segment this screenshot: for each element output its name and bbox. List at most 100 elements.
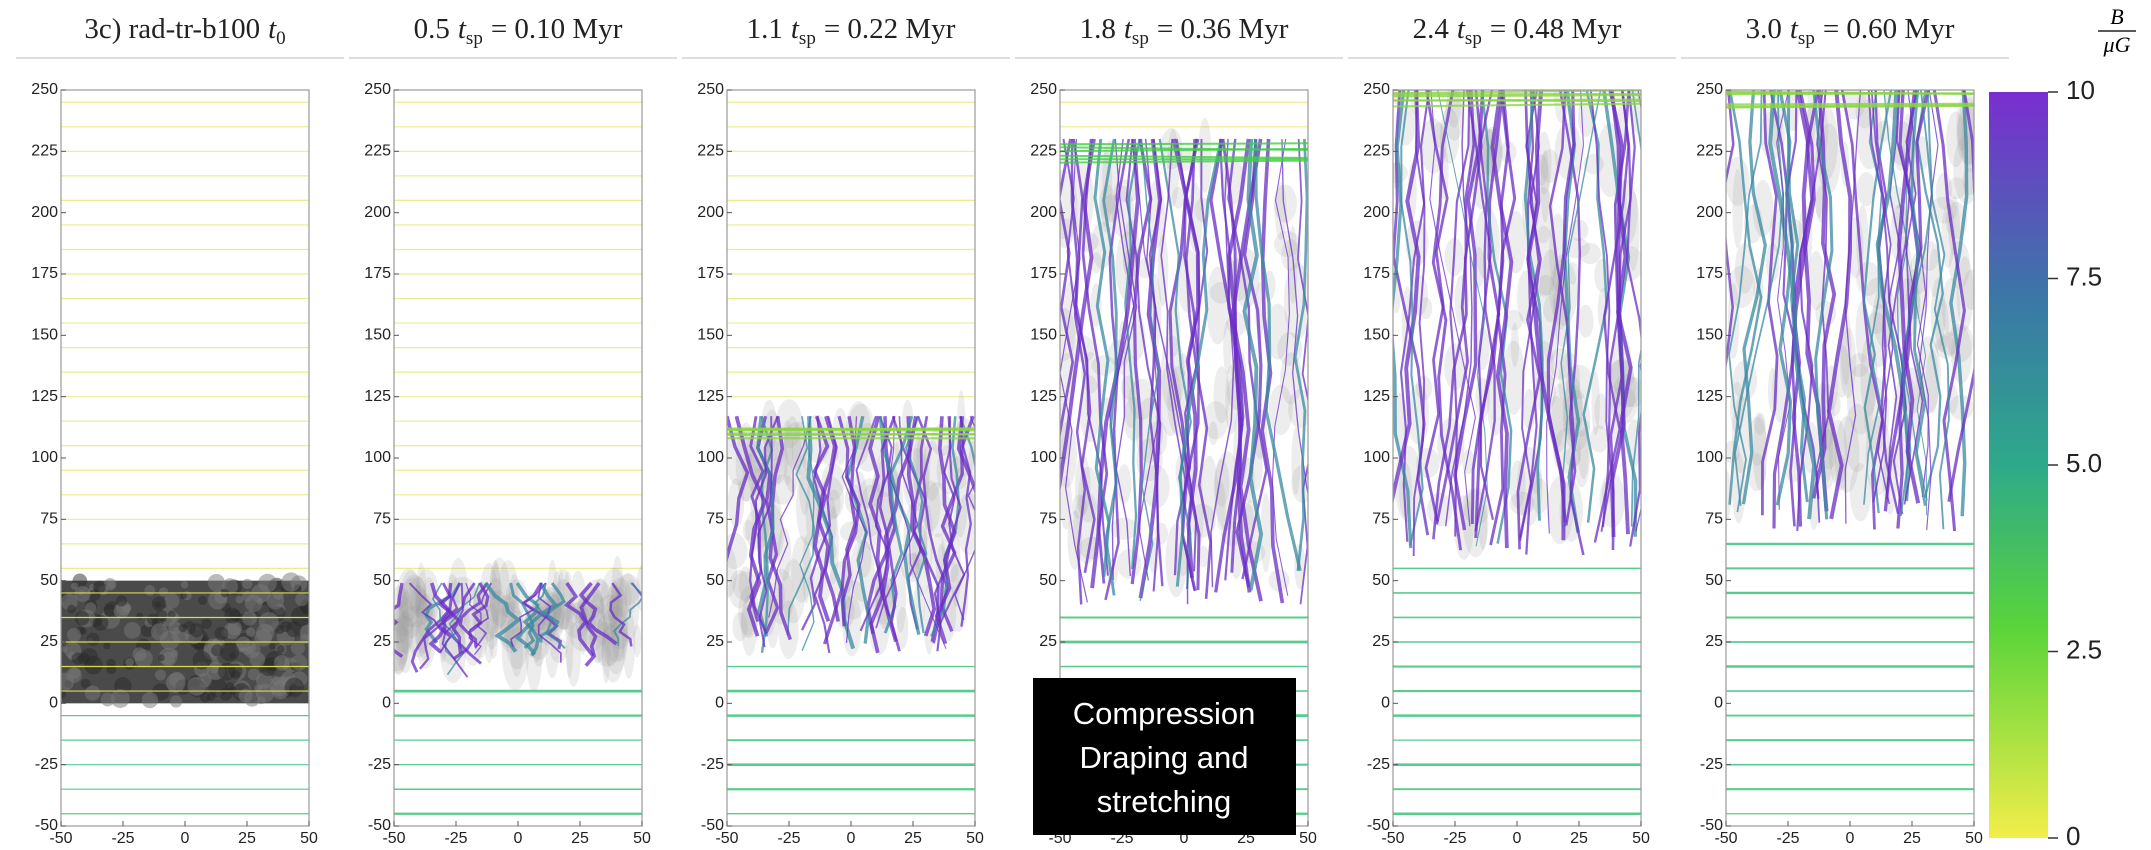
plot-bg bbox=[394, 90, 642, 826]
cloud-texture bbox=[155, 669, 167, 681]
cloud-texture bbox=[242, 610, 257, 626]
y-tick-label: 75 bbox=[1705, 511, 1723, 528]
haze bbox=[1539, 249, 1561, 323]
x-tick-label: 25 bbox=[1903, 830, 1921, 847]
haze bbox=[849, 539, 875, 602]
haze bbox=[394, 599, 410, 644]
draped-line bbox=[537, 582, 562, 663]
haze bbox=[1266, 303, 1290, 360]
cloud-texture bbox=[167, 610, 176, 619]
haze bbox=[896, 607, 909, 650]
cloud-texture bbox=[103, 604, 117, 617]
draped-line bbox=[878, 416, 921, 636]
draped-line bbox=[878, 415, 901, 652]
draped-line bbox=[1230, 138, 1263, 602]
x-tick-label: 25 bbox=[571, 830, 589, 847]
draped-line bbox=[1293, 138, 1308, 572]
title-part: t bbox=[1124, 13, 1133, 45]
cloud-texture bbox=[244, 594, 263, 613]
x-tick-label: 50 bbox=[1299, 830, 1317, 847]
y-tick-label: 200 bbox=[1696, 204, 1723, 221]
haze bbox=[394, 619, 410, 672]
draped-line bbox=[1210, 138, 1235, 588]
haze bbox=[1291, 427, 1301, 496]
haze bbox=[609, 584, 623, 642]
draped-line bbox=[1867, 90, 1907, 515]
panel-title: 3c) rad-tr-b100 t0 bbox=[84, 13, 285, 49]
panel-plot bbox=[1393, 90, 1641, 826]
title-part: 0.5 bbox=[414, 13, 450, 45]
draped-line bbox=[453, 582, 490, 660]
x-tick-label: -50 bbox=[1381, 830, 1404, 847]
cloud-texture bbox=[140, 624, 154, 638]
y-tick-label: 225 bbox=[31, 143, 58, 160]
haze bbox=[400, 606, 428, 628]
draped-line bbox=[1768, 90, 1817, 520]
annotation-line: Draping and bbox=[1080, 740, 1249, 775]
haze bbox=[1591, 371, 1600, 436]
draped-line bbox=[958, 415, 975, 470]
y-tick-label: 225 bbox=[1363, 143, 1390, 160]
haze bbox=[407, 620, 429, 658]
draped-line bbox=[1949, 90, 1969, 517]
title-part: = 0.36 Myr bbox=[1157, 13, 1289, 45]
cloud-texture bbox=[227, 620, 242, 636]
draped-line bbox=[841, 416, 867, 643]
draped-line bbox=[1470, 90, 1517, 525]
x-tick-label: -50 bbox=[715, 830, 738, 847]
haze bbox=[1091, 355, 1116, 376]
haze bbox=[396, 587, 409, 666]
cloud-texture bbox=[146, 613, 159, 626]
haze bbox=[1260, 492, 1272, 573]
haze bbox=[394, 596, 415, 654]
cloud-texture bbox=[208, 678, 228, 698]
draped-line bbox=[956, 415, 975, 642]
x-tick-label: -50 bbox=[49, 830, 72, 847]
haze bbox=[1947, 177, 1967, 200]
haze bbox=[1846, 363, 1875, 435]
haze bbox=[1726, 470, 1732, 521]
haze bbox=[400, 570, 422, 627]
cloud-texture bbox=[284, 677, 304, 698]
cloud-texture bbox=[207, 573, 226, 592]
haze bbox=[414, 593, 437, 669]
draped-line bbox=[1453, 90, 1485, 531]
haze bbox=[1536, 131, 1552, 195]
haze bbox=[1268, 384, 1293, 436]
draped-line bbox=[1916, 90, 1944, 498]
draped-line bbox=[760, 415, 774, 653]
draped-line bbox=[883, 415, 914, 634]
haze bbox=[1208, 421, 1218, 446]
haze bbox=[566, 621, 581, 687]
haze bbox=[394, 617, 409, 674]
draped-line bbox=[1896, 90, 1921, 504]
draped-line bbox=[613, 582, 642, 646]
x-tick-label: -25 bbox=[777, 830, 800, 847]
cloud-texture bbox=[81, 648, 98, 665]
haze bbox=[1843, 403, 1871, 473]
draped-line bbox=[465, 582, 482, 656]
colorbar-tick-label: 2.5 bbox=[2066, 634, 2102, 664]
draped-line bbox=[410, 582, 453, 673]
haze bbox=[633, 624, 642, 658]
haze bbox=[1856, 171, 1876, 207]
haze bbox=[912, 422, 921, 499]
cloud-texture bbox=[71, 652, 84, 665]
haze bbox=[395, 611, 415, 674]
front-line bbox=[1060, 147, 1308, 153]
draped-line bbox=[1131, 138, 1160, 581]
y-tick-label: 0 bbox=[49, 695, 58, 712]
draped-line bbox=[1412, 90, 1426, 557]
y-tick-label: 100 bbox=[364, 449, 391, 466]
haze bbox=[1946, 111, 1966, 168]
y-tick-label: 150 bbox=[1030, 327, 1057, 344]
draped-line bbox=[428, 582, 454, 654]
cloud-texture bbox=[84, 685, 101, 701]
haze bbox=[1962, 269, 1974, 311]
draped-line bbox=[1060, 138, 1088, 603]
panel-plot bbox=[727, 90, 975, 826]
title-part: 1.8 bbox=[1080, 13, 1116, 45]
draped-line bbox=[748, 415, 779, 635]
x-tick-label: 50 bbox=[1965, 830, 1983, 847]
haze bbox=[1198, 117, 1212, 193]
